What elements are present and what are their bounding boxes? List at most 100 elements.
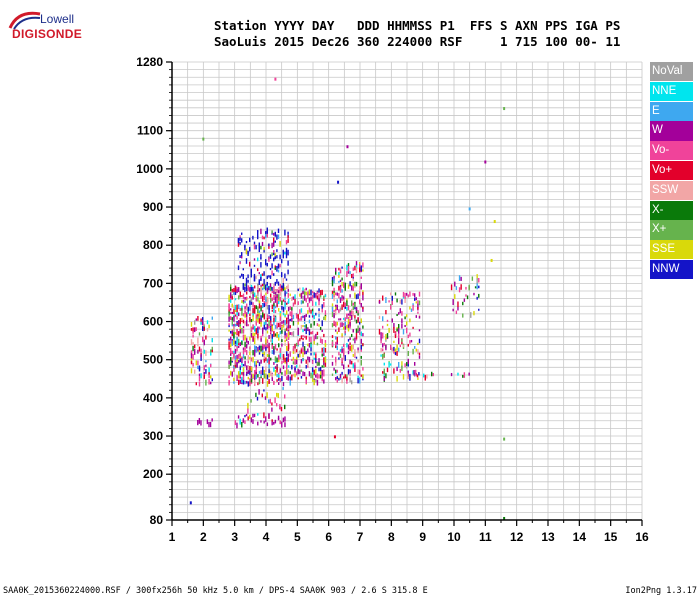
echo-mark: [401, 323, 403, 329]
echo-mark: [242, 367, 245, 373]
echo-mark: [344, 302, 346, 308]
echo-mark: [241, 365, 243, 368]
echo-mark: [263, 271, 265, 276]
y-tick-label: 1000: [136, 162, 163, 176]
echo-mark: [287, 336, 290, 341]
echo-mark: [245, 258, 248, 264]
echo-mark: [269, 398, 271, 404]
echo-mark: [268, 378, 270, 384]
echo-mark: [242, 419, 245, 423]
echo-mark: [276, 249, 278, 252]
echo-mark: [210, 364, 212, 368]
echo-mark: [458, 287, 461, 293]
echo-mark: [346, 264, 348, 271]
echo-mark: [401, 318, 403, 324]
echo-mark: [382, 295, 384, 301]
echo-mark: [351, 300, 353, 307]
echo-mark: [339, 373, 342, 378]
echo-mark: [311, 290, 314, 294]
echo-mark: [315, 354, 317, 360]
echo-mark: [476, 278, 478, 284]
echo-mark: [460, 276, 462, 281]
y-tick-label: 800: [143, 238, 163, 252]
echo-mark: [205, 350, 207, 357]
echo-mark: [281, 285, 283, 288]
echo-mark: [343, 326, 345, 330]
echo-mark: [346, 378, 348, 384]
echo-mark: [310, 296, 312, 302]
echo-mark: [242, 276, 244, 280]
echo-mark: [341, 322, 343, 327]
echo-mark: [316, 361, 319, 366]
echo-mark: [242, 349, 245, 355]
y-tick-label: 500: [143, 353, 163, 367]
echo-mark: [234, 342, 237, 346]
echo-mark: [316, 373, 319, 379]
echo-mark: [249, 365, 251, 372]
echo-mark: [279, 288, 281, 294]
echo-mark: [239, 342, 241, 347]
echo-mark: [321, 338, 323, 344]
echo-mark: [200, 373, 202, 379]
echo-mark: [362, 262, 364, 268]
echo-mark: [257, 318, 259, 323]
echo-mark: [228, 380, 230, 384]
echo-mark: [237, 415, 240, 419]
echo-mark: [331, 280, 334, 287]
echo-mark: [277, 264, 280, 269]
echo-mark: [335, 377, 337, 381]
echo-mark: [253, 273, 256, 278]
echo-mark: [404, 316, 406, 320]
echo-mark: [338, 274, 340, 278]
echo-mark: [273, 421, 275, 425]
x-tick-label: 6: [325, 530, 332, 544]
echo-mark: [198, 332, 201, 336]
echo-mark: [284, 416, 286, 422]
echo-mark: [239, 237, 241, 241]
echo-mark: [347, 284, 350, 289]
echo-mark: [236, 345, 238, 352]
echo-mark: [407, 350, 409, 357]
echo-mark: [252, 302, 254, 308]
echo-mark: [398, 361, 400, 368]
echo-mark: [268, 342, 270, 348]
echo-mark: [291, 314, 293, 318]
echo-mark: [233, 291, 235, 295]
echo-mark: [404, 297, 406, 303]
echo-mark: [279, 368, 281, 374]
echo-mark: [407, 294, 409, 298]
echo-mark: [354, 317, 356, 322]
echo-mark: [310, 336, 312, 343]
echo-mark: [355, 356, 358, 359]
echo-mark: [414, 297, 416, 301]
echo-mark: [257, 333, 259, 339]
echo-mark: [279, 291, 281, 296]
echo-mark: [253, 276, 256, 282]
echo-mark: [254, 325, 256, 332]
echo-mark: [239, 366, 241, 373]
echo-mark: [276, 279, 278, 284]
echo-mark: [282, 310, 285, 313]
echo-mark: [255, 360, 257, 367]
echo-mark: [346, 324, 348, 329]
echo-mark: [279, 315, 281, 322]
echo-mark: [270, 298, 272, 303]
echo-mark: [286, 333, 288, 339]
echo-mark: [270, 357, 272, 361]
echo-mark: [303, 346, 306, 351]
echo-mark: [346, 342, 348, 348]
echo-mark: [255, 329, 257, 335]
echo-mark: [351, 314, 353, 320]
echo-mark: [238, 379, 240, 386]
echo-mark: [308, 329, 311, 336]
echo-mark: [271, 376, 273, 382]
echo-mark: [246, 319, 248, 324]
echo-mark: [262, 283, 264, 287]
x-tick-label: 16: [635, 530, 649, 544]
echo-mark: [323, 363, 325, 368]
echo-mark: [318, 288, 320, 293]
echo-mark: [333, 290, 335, 294]
echo-mark: [197, 315, 199, 321]
echo-mark: [281, 327, 283, 331]
echo-mark: [305, 359, 307, 364]
